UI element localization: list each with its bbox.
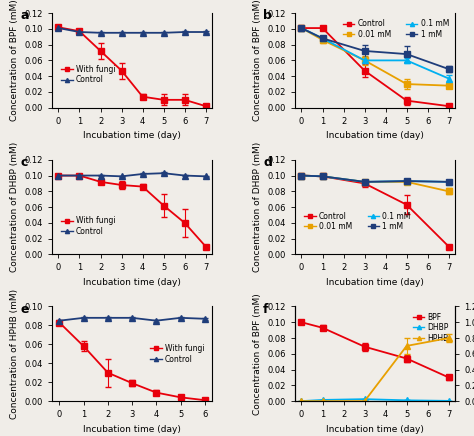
X-axis label: Incubation time (day): Incubation time (day) — [326, 278, 424, 287]
Y-axis label: Concentration of DHBP (mM): Concentration of DHBP (mM) — [253, 142, 262, 272]
X-axis label: Incubation time (day): Incubation time (day) — [83, 278, 181, 287]
Y-axis label: Concentration of BPF (mM): Concentration of BPF (mM) — [253, 293, 262, 415]
Text: d: d — [263, 156, 272, 169]
Text: a: a — [20, 9, 28, 22]
Text: e: e — [20, 303, 28, 316]
X-axis label: Incubation time (day): Incubation time (day) — [326, 131, 424, 140]
Legend: BPF, DHBP, HPHB: BPF, DHBP, HPHB — [411, 310, 451, 345]
Legend: Control, 0.01 mM, 0.1 mM, 1 mM: Control, 0.01 mM, 0.1 mM, 1 mM — [302, 209, 413, 233]
Y-axis label: Concentration of HPHB (mM): Concentration of HPHB (mM) — [10, 289, 19, 419]
Text: b: b — [263, 9, 272, 22]
X-axis label: Incubation time (day): Incubation time (day) — [83, 425, 181, 434]
Text: c: c — [20, 156, 27, 169]
Text: f: f — [263, 303, 269, 316]
X-axis label: Incubation time (day): Incubation time (day) — [83, 131, 181, 140]
Y-axis label: Concentration of DHBP (mM): Concentration of DHBP (mM) — [10, 142, 19, 272]
Legend: With fungi, Control: With fungi, Control — [148, 342, 207, 366]
Legend: With fungi, Control: With fungi, Control — [59, 214, 118, 238]
Legend: With fungi, Control: With fungi, Control — [59, 62, 118, 87]
Y-axis label: Concentration of BPF (mM): Concentration of BPF (mM) — [253, 0, 262, 121]
Legend: Control, 0.01 mM, 0.1 mM, 1 mM: Control, 0.01 mM, 0.1 mM, 1 mM — [341, 17, 451, 41]
X-axis label: Incubation time (day): Incubation time (day) — [326, 425, 424, 434]
Y-axis label: Concentration of BPF (mM): Concentration of BPF (mM) — [10, 0, 19, 121]
